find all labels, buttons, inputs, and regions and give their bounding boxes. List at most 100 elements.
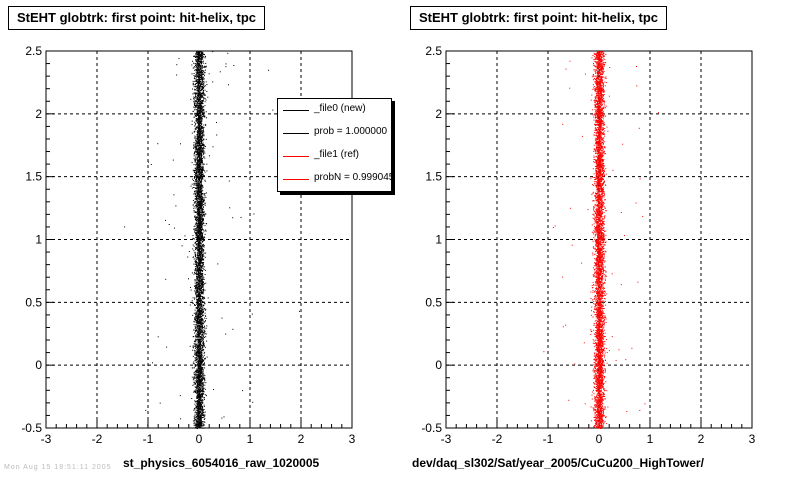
- data-point: [192, 244, 194, 246]
- data-point: [195, 150, 197, 151]
- data-point: [198, 368, 199, 370]
- data-point: [199, 287, 201, 289]
- data-point: [199, 174, 201, 176]
- data-point: [195, 93, 196, 95]
- data-point: [198, 393, 200, 395]
- data-point: [195, 92, 197, 94]
- data-point: [195, 233, 197, 234]
- data-point: [203, 391, 205, 393]
- data-point: [200, 298, 201, 299]
- data-point: [195, 167, 197, 169]
- data-point: [195, 59, 197, 61]
- data-point: [202, 114, 203, 116]
- data-point: [192, 384, 194, 386]
- data-point: [204, 75, 205, 77]
- data-point: [199, 272, 201, 274]
- data-point: [201, 427, 203, 429]
- data-point: [201, 235, 203, 237]
- data-point: [198, 236, 200, 238]
- data-point: [197, 121, 199, 123]
- data-point: [199, 224, 200, 226]
- data-point: [201, 256, 203, 258]
- data-point: [200, 313, 202, 315]
- y-tick-label: -0.5: [21, 421, 42, 435]
- data-point: [200, 352, 202, 354]
- data-point: [204, 346, 206, 348]
- data-point: [203, 243, 204, 245]
- data-point: [202, 338, 204, 340]
- y-tick-label: 0.5: [25, 295, 42, 309]
- data-point: [201, 327, 203, 329]
- data-point: [203, 198, 205, 200]
- data-point: [197, 291, 199, 293]
- data-point: [194, 339, 196, 341]
- data-point: [199, 196, 201, 198]
- data-point: [201, 188, 203, 190]
- data-point: [200, 397, 202, 399]
- data-point: [197, 325, 199, 327]
- data-point: [197, 417, 199, 419]
- data-point: [198, 293, 200, 295]
- data-point: [198, 340, 200, 342]
- data-point: [196, 69, 198, 71]
- data-point: [199, 190, 201, 192]
- data-point: [195, 78, 197, 80]
- data-point: [203, 296, 205, 298]
- data-point: [204, 204, 206, 206]
- data-point: [195, 304, 196, 306]
- data-point: [198, 132, 200, 134]
- data-point: [200, 332, 202, 334]
- data-point: [195, 60, 197, 62]
- data-point: [197, 266, 198, 268]
- data-point: [200, 416, 202, 418]
- data-point: [203, 87, 205, 89]
- data-point: [198, 335, 200, 337]
- data-point: [201, 249, 203, 251]
- data-point: [200, 157, 202, 158]
- data-point: [203, 150, 205, 152]
- data-point: [201, 238, 203, 239]
- data-point: [198, 60, 200, 62]
- data-point: [197, 109, 199, 111]
- data-point: [194, 172, 195, 173]
- data-point: [197, 235, 199, 236]
- data-point: [204, 94, 206, 96]
- data-point: [194, 288, 196, 290]
- data-point: [201, 153, 203, 155]
- data-point: [193, 207, 195, 209]
- data-point: [193, 408, 195, 410]
- data-point: [197, 379, 199, 381]
- data-point: [195, 172, 197, 173]
- data-point: [198, 216, 200, 218]
- data-point: [207, 297, 209, 299]
- data-point: [195, 285, 197, 287]
- data-point: [198, 70, 200, 71]
- data-point: [195, 211, 197, 213]
- data-point: [193, 423, 195, 425]
- data-point: [201, 107, 203, 109]
- data-point: [200, 185, 202, 187]
- data-point: [204, 379, 206, 381]
- data-point: [200, 343, 201, 345]
- data-point: [198, 279, 200, 281]
- data-point: [204, 321, 206, 323]
- data-point: [202, 388, 204, 390]
- data-point: [199, 91, 201, 93]
- data-point: [195, 163, 197, 165]
- data-point: [197, 308, 199, 310]
- data-point: [200, 195, 202, 197]
- data-point: [197, 397, 199, 399]
- data-point: [191, 376, 193, 378]
- data-point: [198, 120, 200, 122]
- data-point: [200, 263, 202, 265]
- data-point: [202, 407, 204, 409]
- data-point: [195, 147, 197, 149]
- data-point: [197, 58, 199, 59]
- data-point: [197, 412, 199, 414]
- data-point: [202, 136, 203, 138]
- data-point: [198, 243, 200, 244]
- data-point: [199, 163, 201, 165]
- data-point: [196, 143, 198, 145]
- data-point: [195, 120, 197, 122]
- data-point: [204, 57, 206, 59]
